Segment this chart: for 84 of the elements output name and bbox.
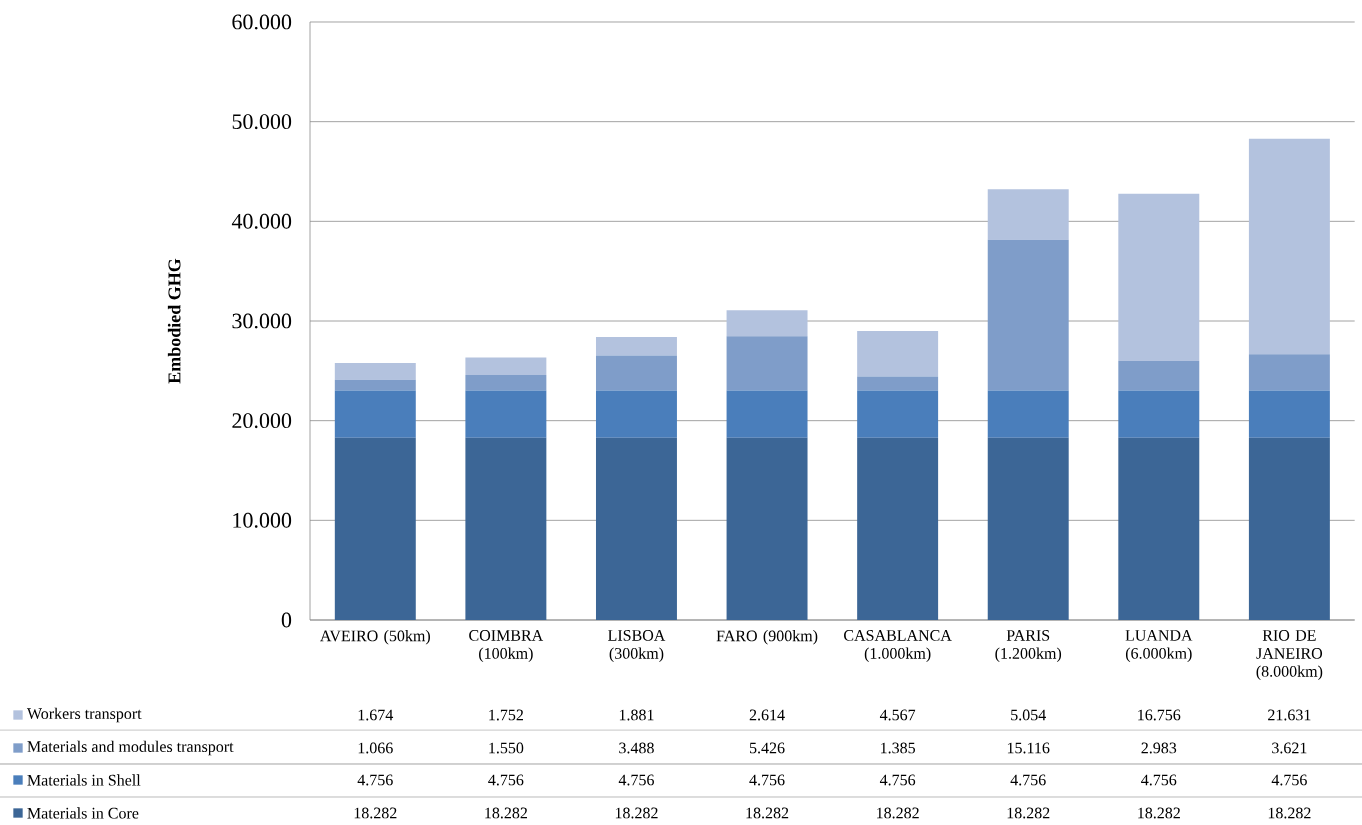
y-tick-label: 10.000 [233,512,292,528]
data-label: 4.756 [1141,774,1177,786]
bar [857,390,939,438]
bar [726,336,808,391]
bar [987,239,1069,391]
data-label: 16.756 [1138,709,1181,721]
data-label: 4.756 [488,774,524,786]
bar [465,390,547,438]
bar [857,331,939,377]
bar [987,437,1069,620]
data-label: 18.282 [1268,807,1311,819]
data-label: 1.881 [619,709,654,721]
bar [857,437,939,620]
data-label: 3.488 [619,742,654,754]
x-tick-label: LUANDA (6.000km) [1125,630,1193,663]
data-label: 15.116 [1007,742,1050,754]
data-label: 18.282 [615,807,658,819]
bar [595,336,677,356]
bar [987,390,1069,438]
bar [726,390,808,438]
data-label: 1.066 [358,742,393,754]
bar [465,437,547,620]
legend-label: Workers transport [26,707,142,723]
legend-label: Materials and modules transport [27,740,234,756]
legend-label: Materials in Shell [27,774,141,786]
data-label: 4.756 [1010,774,1046,786]
bar [595,437,677,620]
data-label: 4.567 [879,709,916,721]
y-tick-label: 30.000 [232,313,292,329]
y-tick-label: 60.000 [232,14,292,30]
bar [1248,354,1330,391]
data-label: 2.983 [1141,742,1177,754]
data-label: 2.614 [749,709,785,721]
bar [465,357,547,375]
x-tick-label: LISBOA (300km) [608,630,666,663]
data-label: 4.756 [1271,774,1307,786]
data-label: 4.756 [618,774,654,786]
data-label: 18.282 [354,807,397,819]
bar [1248,390,1330,438]
x-tick-label: AVEIRO (50km) [320,630,430,645]
bar [726,310,808,337]
bar [334,379,416,391]
y-tick-label: 40.000 [231,213,292,229]
bar [465,374,547,391]
data-label: 18.282 [877,807,919,819]
bar [334,390,416,438]
x-tick-label: FARO (900km) [716,630,818,645]
data-label: 4.756 [879,774,916,786]
bar [595,355,677,391]
legend-label: Materials in Core [27,807,139,819]
data-label: 18.282 [485,807,527,819]
bar [1118,193,1200,361]
bar [1118,360,1200,391]
data-label: 1.385 [881,742,916,754]
bar [595,390,677,438]
data-label: 5.426 [749,742,785,754]
bar [987,189,1069,240]
bar [1248,437,1330,620]
data-label: 4.756 [749,774,785,786]
data-label: 5.054 [1011,709,1046,721]
bar [1118,390,1200,438]
bar [726,437,808,620]
data-label: 3.621 [1272,742,1307,754]
x-tick-label: PARIS (1.200km) [995,630,1062,663]
bar [1118,437,1200,620]
x-tick-label: RIO DE JANEIRO (8.000km) [1256,630,1323,681]
bar [1248,138,1330,355]
data-label: 1.674 [358,709,394,721]
y-axis-title: Embodied GHG [167,258,181,384]
x-tick-label: COIMBRA (100km) [469,630,544,663]
data-label: 4.756 [357,774,393,786]
data-label: 18.282 [1007,807,1050,819]
bar [334,363,416,380]
data-label: 18.282 [746,807,789,819]
bar [334,437,416,620]
y-tick-label: 0 [281,612,292,628]
y-tick-label: 20.000 [232,413,292,429]
data-label: 21.631 [1268,709,1311,721]
bar [857,376,939,391]
data-label: 1.752 [489,709,523,721]
y-tick-label: 50.000 [232,114,292,130]
x-tick-label: CASABLANCA (1.000km) [844,630,952,663]
data-label: 1.550 [489,742,524,754]
data-label: 18.282 [1138,807,1180,819]
